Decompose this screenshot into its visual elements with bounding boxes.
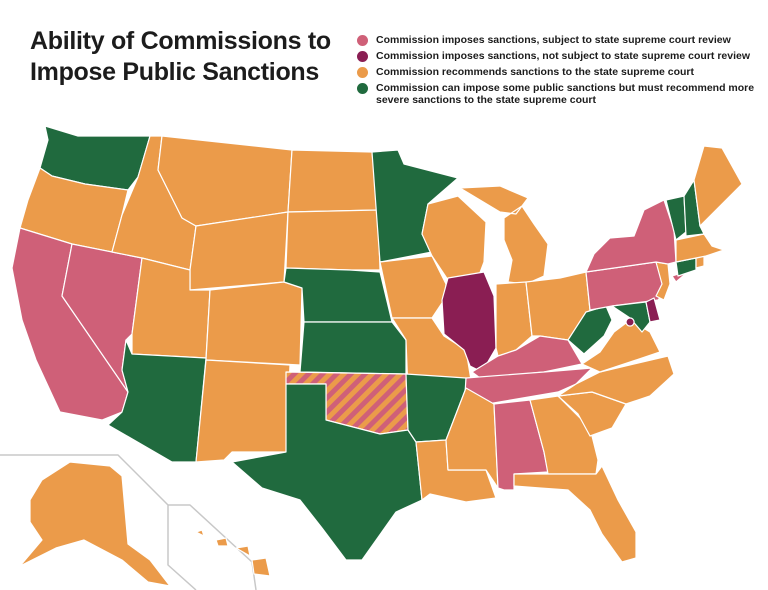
state-nc: [557, 355, 675, 405]
legend-label: Commission imposes sanctions, not subjec…: [376, 50, 751, 62]
state-mi: [459, 185, 549, 285]
legend-swatch-green: [357, 83, 368, 94]
legend-swatch-pink: [357, 35, 368, 46]
state-co: [205, 281, 303, 366]
state-hi: [195, 529, 271, 577]
inset-border-hawaii: [168, 504, 257, 590]
state-nm: [195, 359, 291, 463]
legend: Commission imposes sanctions, subject to…: [357, 34, 757, 110]
state-sd: [285, 209, 381, 271]
state-de: [645, 297, 661, 323]
legend-item-pink: Commission imposes sanctions, subject to…: [357, 34, 757, 46]
state-tx: [231, 383, 423, 561]
state-dc: [625, 317, 635, 327]
state-ma: [675, 233, 725, 263]
legend-label: Commission can impose some public sancti…: [376, 82, 755, 106]
legend-item-green: Commission can impose some public sancti…: [357, 82, 757, 106]
state-me: [693, 145, 743, 227]
state-wy: [189, 211, 289, 291]
state-nd: [287, 149, 379, 213]
legend-label: Commission recommends sanctions to the s…: [376, 66, 694, 78]
legend-item-orange: Commission recommends sanctions to the s…: [357, 66, 757, 78]
state-ak: [19, 461, 171, 587]
legend-item-maroon: Commission imposes sanctions, not subjec…: [357, 50, 757, 62]
state-fl: [513, 465, 637, 563]
legend-swatch-orange: [357, 67, 368, 78]
state-ks: [299, 321, 407, 375]
legend-label: Commission imposes sanctions, subject to…: [376, 34, 731, 46]
state-md: [611, 301, 651, 333]
state-ia: [379, 255, 447, 319]
map-title: Ability of Commissions to Impose Public …: [30, 27, 331, 86]
legend-swatch-maroon: [357, 51, 368, 62]
